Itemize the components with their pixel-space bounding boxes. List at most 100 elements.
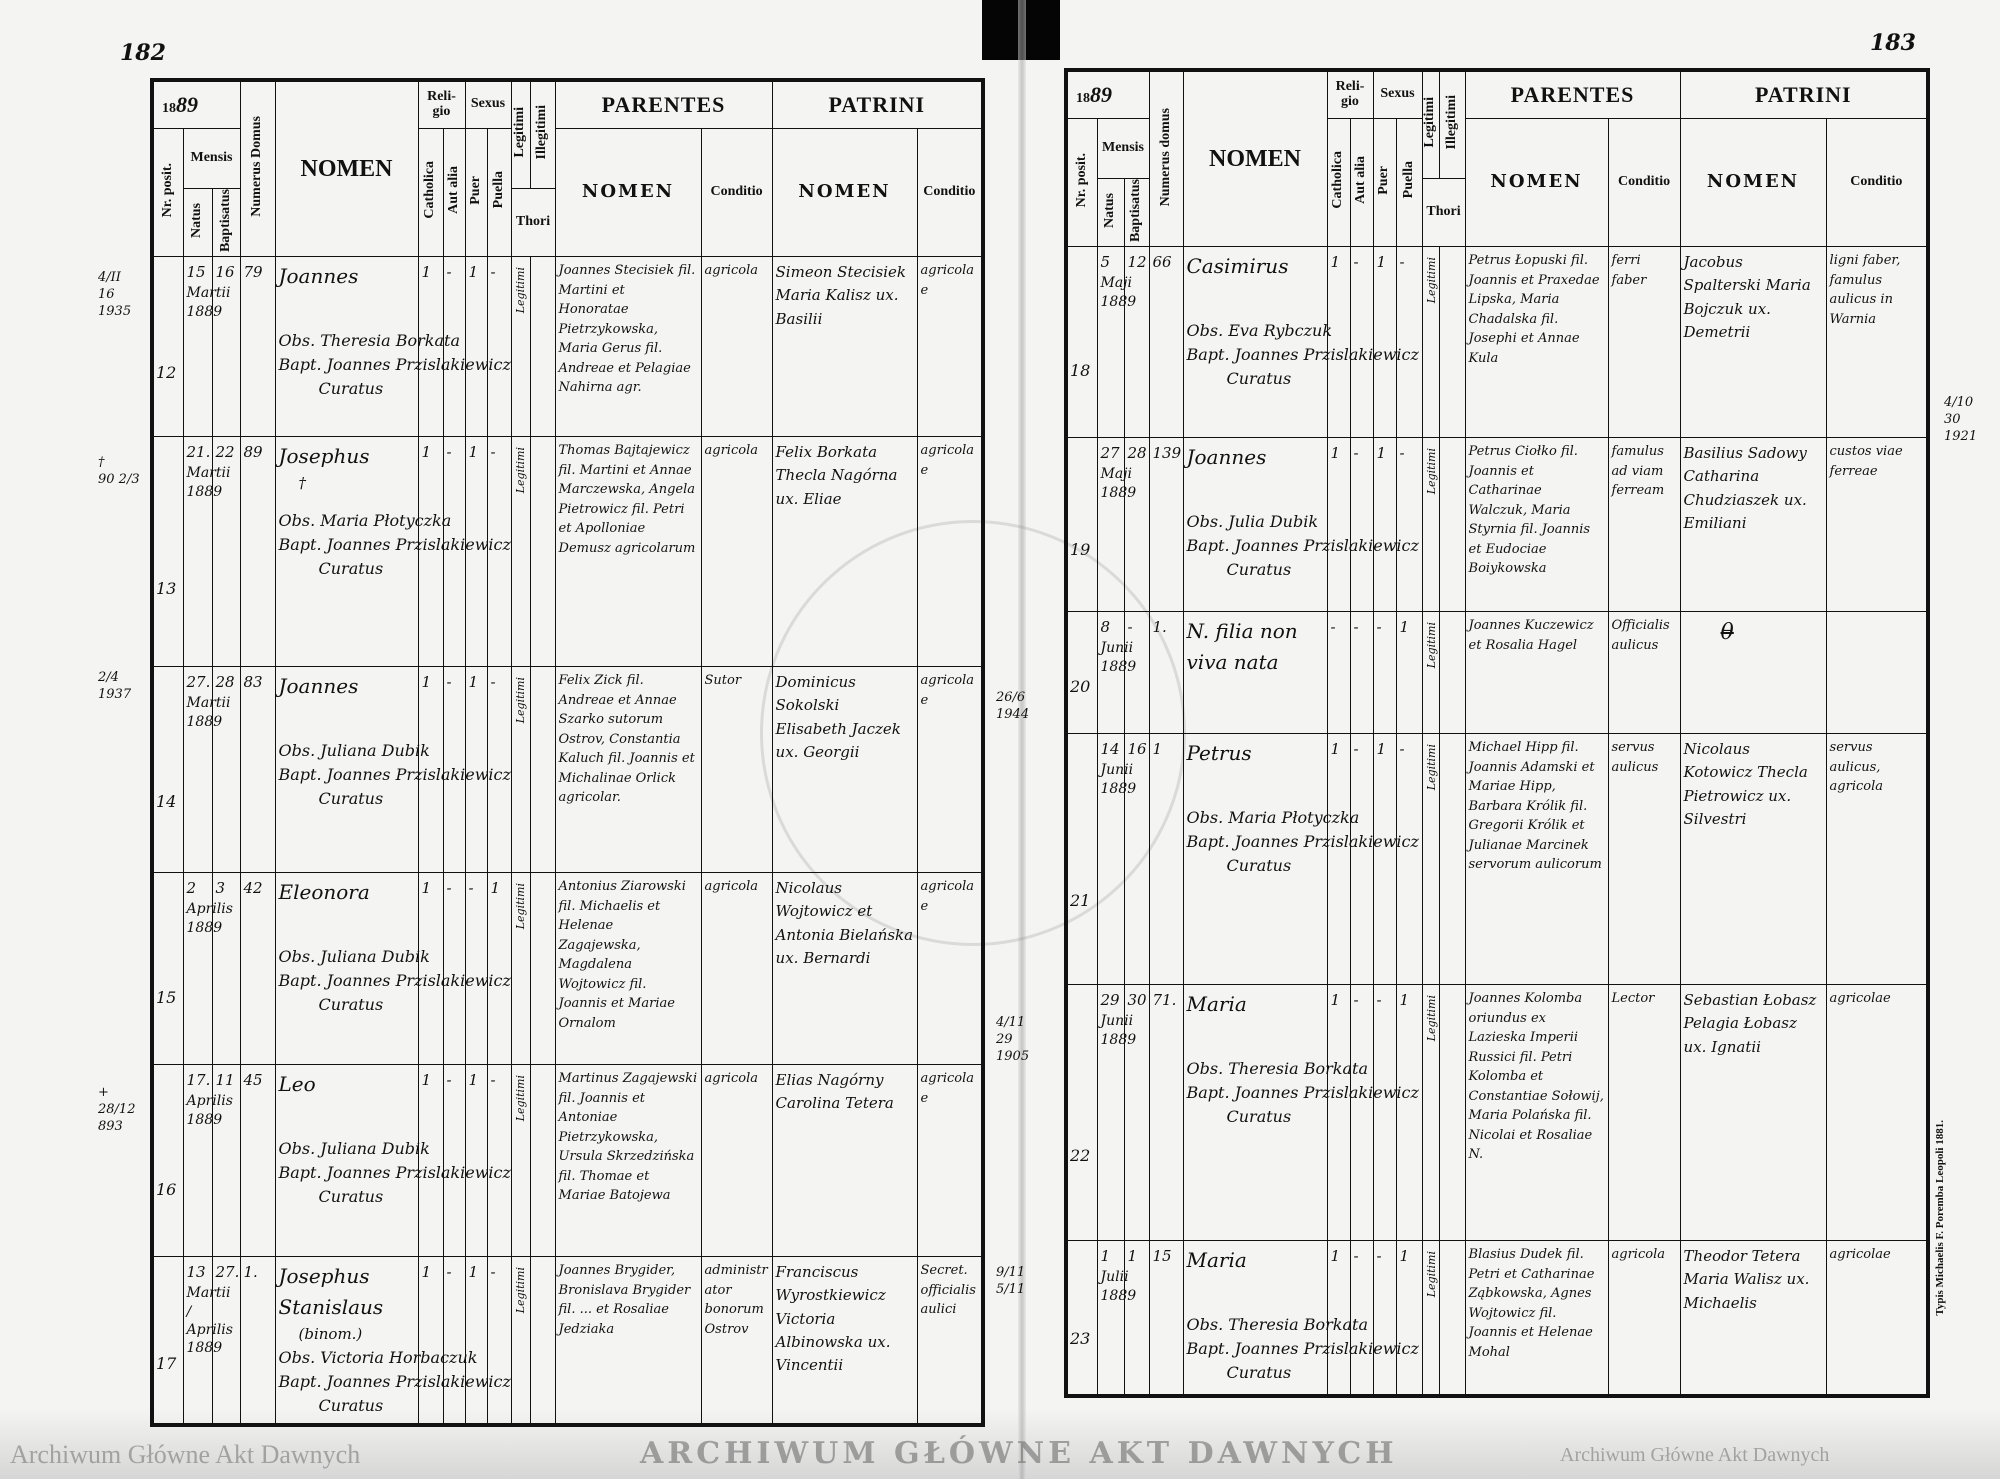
child-name: Josephus <box>278 444 370 469</box>
entry-mensis: Aprilis <box>186 901 233 918</box>
curatus: Curatus <box>1226 856 1292 876</box>
entry-mensis: Martii <box>186 695 231 712</box>
curatus: Curatus <box>318 379 384 399</box>
header-illegitimi: Illegitimi <box>1438 69 1466 179</box>
entry-domus: 89 <box>239 436 276 668</box>
entry-natus: 1 Julii 1889 <box>1096 1240 1136 1397</box>
entry-nomen: Joannes Obs. Julia Dubik Bapt. Joannes P… <box>1182 437 1419 613</box>
margin-note: + 28/12 893 <box>98 1085 136 1134</box>
entry-illegitimi <box>529 1064 556 1258</box>
entry-mensis: Junii <box>1100 762 1134 779</box>
entry-parentes-conditio: ferri faber <box>1607 246 1681 439</box>
entry-baptisatus: 11 <box>211 1064 241 1258</box>
entry-aut-alia: - <box>1349 437 1374 613</box>
entry-nomen: Joannes Obs. Juliana Dubik Bapt. Joannes… <box>274 666 511 874</box>
entry-catholica: 1 <box>1326 984 1351 1242</box>
header-patrini: PATRINI <box>1679 69 1929 119</box>
baptizans: Bapt. Joannes Przislakiewicz <box>1186 1339 1419 1359</box>
register-entry: 23 1 Julii 1889 1 15 Maria Obs. Theresia… <box>1065 1240 1929 1397</box>
entry-legitimi: Legitimi <box>510 436 531 668</box>
entry-patrini-conditio: servus aulicus, agricola <box>1825 733 1929 986</box>
margin-note: 2/4 1937 <box>98 670 132 702</box>
entry-baptisatus: 1 <box>1123 1240 1150 1397</box>
entry-parentes: Thomas Bajtajewicz fil. Martini et Annae… <box>554 436 702 668</box>
entry-parentes: Michael Hipp fil. Joannis Adamski et Mar… <box>1464 733 1609 986</box>
header-patrini-nomen: NOMEN <box>1679 117 1827 248</box>
entry-legitimi: Legitimi <box>510 1064 531 1258</box>
entry-nomen: Petrus Obs. Maria Płotyczka Bapt. Joanne… <box>1182 733 1419 986</box>
entry-patrini: Dominicus Sokolski Elisabeth Jaczek ux. … <box>771 666 918 874</box>
entry-mensis: Maji <box>1100 466 1133 483</box>
entry-patrini-conditio: agricolae <box>916 1064 984 1258</box>
header-parentes-conditio: Conditio <box>700 127 773 258</box>
entry-aut-alia: - <box>1349 611 1374 735</box>
entry-catholica: 1 <box>1326 246 1351 439</box>
entry-baptisatus: 28 <box>211 666 241 874</box>
entry-patrini: Jacobus Spalterski Maria Bojczuk ux. Dem… <box>1679 246 1827 439</box>
entry-parentes-conditio: agricola <box>1607 1240 1681 1397</box>
header-patrini-conditio: Conditio <box>916 127 984 258</box>
entry-patrini-conditio <box>1825 611 1929 735</box>
entry-year: 1889 <box>186 303 223 320</box>
header-parentes-conditio: Conditio <box>1607 117 1681 248</box>
header-legitimi: Legitimi <box>510 79 531 189</box>
entry-aut-alia: - <box>1349 733 1374 986</box>
register-entry: 20 8 Junii 1889 - 1. N. filia non viva n… <box>1065 611 1929 735</box>
entry-puer: - <box>1372 984 1397 1242</box>
entry-year: 1889 <box>186 1340 223 1357</box>
entry-year: 1889 <box>1100 1031 1137 1048</box>
entry-nr: 22 <box>1065 984 1098 1242</box>
header-sexus: Sexus <box>464 79 512 129</box>
baptizans: Bapt. Joannes Przislakiewicz <box>1186 1083 1419 1103</box>
entry-parentes-conditio: agricola <box>700 256 773 438</box>
curatus: Curatus <box>318 995 384 1015</box>
entry-puella: - <box>1395 437 1423 613</box>
header-parentes-nomen: NOMEN <box>554 127 702 258</box>
entry-parentes: Petrus Łopuski fil. Joannis et Praxedae … <box>1464 246 1609 439</box>
header-catholica: Catholica <box>417 127 444 258</box>
entry-nomen: Josephus † Obs. Maria Płotyczka Bapt. Jo… <box>274 436 511 668</box>
entry-nr: 19 <box>1065 437 1098 613</box>
entry-puer: 1 <box>464 1064 488 1258</box>
curatus: Curatus <box>318 559 384 579</box>
baptizans: Bapt. Joannes Przislakiewicz <box>1186 536 1419 556</box>
entry-aut-alia: - <box>442 1064 466 1258</box>
entry-parentes: Joannes Kuczewicz et Rosalia Hagel <box>1464 611 1609 735</box>
entry-nr: 17 <box>151 1256 184 1426</box>
entry-patrini: Elias Nagórny Carolina Tetera <box>771 1064 918 1258</box>
entry-nr: 20 <box>1065 611 1098 735</box>
entry-mensis: Martii / Aprilis <box>186 1285 233 1338</box>
entry-illegitimi <box>1438 246 1466 439</box>
entry-puer: 1 <box>1372 437 1397 613</box>
entry-illegitimi <box>1438 611 1466 735</box>
entry-legitimi: Legitimi <box>1421 984 1440 1242</box>
entry-domus: 1. <box>1148 611 1184 735</box>
entry-illegitimi <box>529 1256 556 1426</box>
entry-puella: 1 <box>486 872 512 1066</box>
entry-natus: 5 Maji 1889 <box>1096 246 1136 439</box>
page-number-left: 182 <box>120 40 166 66</box>
header-puella: Puella <box>486 127 512 258</box>
entry-natus: 21. Martii 1889 <box>182 436 231 668</box>
entry-nr: 15 <box>151 872 184 1066</box>
entry-mensis: Martii <box>186 465 231 482</box>
entry-puer: - <box>1372 1240 1397 1397</box>
entry-nomen: Maria Obs. Theresia Borkata Bapt. Joanne… <box>1182 984 1419 1242</box>
entry-mensis: Maji <box>1100 275 1133 292</box>
entry-catholica: 1 <box>417 1256 444 1426</box>
child-name: Joannes <box>1186 445 1267 470</box>
entry-patrini: Theodor Tetera Maria Walisz ux. Michaeli… <box>1679 1240 1827 1397</box>
entry-legitimi: Legitimi <box>510 666 531 874</box>
entry-patrini-conditio: custos viae ferreae <box>1825 437 1929 613</box>
register-entry: 15 2 Aprilis 1889 3 42 Eleonora Obs. Jul… <box>151 872 984 1066</box>
entry-year: 1889 <box>186 919 223 936</box>
entry-parentes: Blasius Dudek fil. Petri et Catharinae Z… <box>1464 1240 1609 1397</box>
child-note: (binom.) <box>298 1325 363 1344</box>
entry-legitimi: Legitimi <box>1421 246 1440 439</box>
register-table-left: 1889 Numerus Domus NOMEN Reli-gio Sexus … <box>150 78 986 1428</box>
entry-domus: 139 <box>1148 437 1184 613</box>
curatus: Curatus <box>1226 369 1292 389</box>
header-natus: Natus <box>182 187 213 258</box>
entry-baptisatus: 28 <box>1123 437 1150 613</box>
entry-illegitimi <box>529 256 556 438</box>
